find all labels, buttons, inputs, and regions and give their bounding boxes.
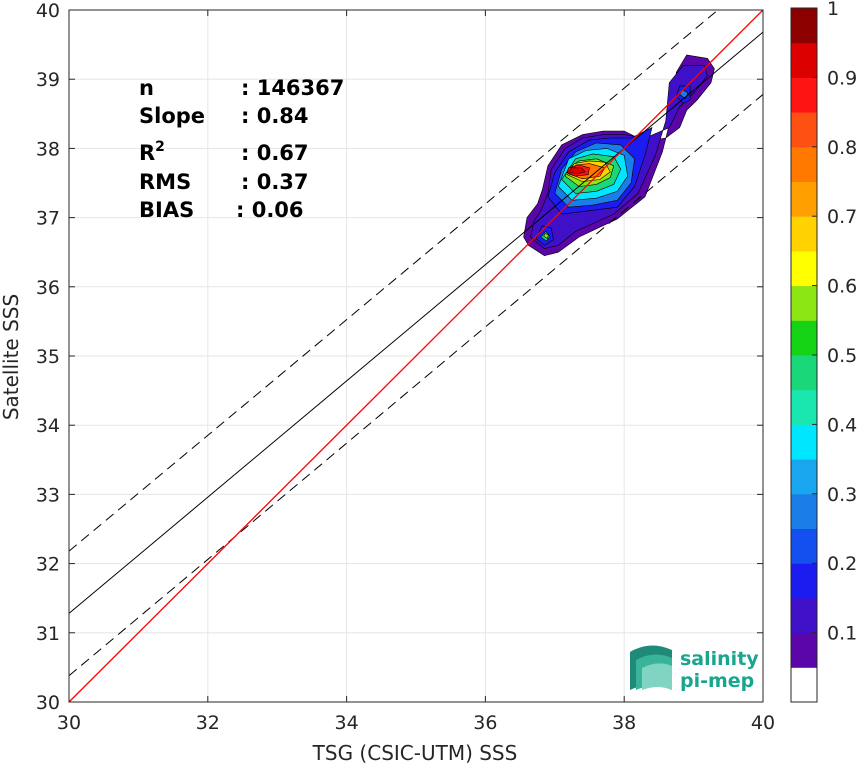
stat-value-n: : 146367 [241, 76, 344, 100]
stats-box: n : 146367 Slope : 0.84 R2 : 0.67 RMS : 0.37 BIA… [139, 76, 344, 222]
x-tick-label: 30 [57, 712, 81, 734]
y-tick-label: 33 [36, 484, 60, 506]
axis-ticks: 30 32 34 36 38 40 30 31 32 33 34 35 36 37 38 39 40 [36, 0, 775, 734]
x-tick-label: 40 [751, 712, 775, 734]
x-axis-label: TSG (CSIC-UTM) SSS [312, 741, 518, 765]
y-tick-label: 39 [36, 69, 60, 91]
colorbar-tick-label: 0.4 [827, 414, 857, 436]
colorbar-tick-label: 0.3 [827, 484, 857, 506]
stat-value-rms: : 0.37 [241, 170, 309, 194]
logo-waves-icon [630, 645, 672, 690]
colorbar-tick-label: 0.1 [827, 623, 857, 645]
colorbar-tick-label: 0.2 [827, 553, 857, 575]
density-contours [523, 54, 715, 257]
colorbar-swatch [791, 320, 817, 356]
logo-line2: pi-mep [680, 670, 754, 692]
stat-label-bias: BIAS [139, 198, 194, 222]
y-tick-label: 30 [36, 692, 60, 714]
y-tick-label: 31 [36, 623, 60, 645]
y-tick-label: 35 [36, 346, 60, 368]
colorbar-swatch [791, 459, 817, 495]
one-to-one-line [68, 9, 764, 703]
stat-label-rms: RMS [139, 170, 191, 194]
upper-envelope-line [68, 9, 719, 552]
colorbar-tick-label: 1 [827, 0, 839, 20]
x-tick-label: 32 [196, 712, 220, 734]
colorbar-swatch [791, 8, 817, 44]
colorbar-swatch [791, 216, 817, 252]
contour-band-0.93 [568, 167, 586, 175]
stat-value-bias: : 0.06 [236, 198, 304, 222]
colorbar-tick-label: 0.8 [827, 137, 857, 159]
stat-label-n: n [139, 76, 154, 100]
regression-line [68, 31, 764, 614]
colorbar-swatch [791, 42, 817, 78]
colorbar-swatch [791, 563, 817, 599]
y-tick-label: 32 [36, 554, 60, 576]
colorbar-swatch [791, 424, 817, 460]
y-tick-label: 40 [36, 0, 60, 22]
colorbar-swatch [791, 181, 817, 217]
y-tick-label: 36 [36, 277, 60, 299]
contour-band-0.55 [543, 233, 549, 239]
colorbar-swatch [791, 632, 817, 668]
colorbar-tick-label: 0.7 [827, 206, 857, 228]
y-axis-label: Satellite SSS [0, 294, 23, 420]
colorbar-swatch [791, 389, 817, 425]
colorbar-swatch [791, 250, 817, 287]
colorbar-swatch [791, 112, 817, 148]
y-tick-label: 34 [36, 415, 60, 437]
colorbar-tick-label: 0.9 [827, 67, 857, 89]
colorbar-swatch [791, 528, 817, 564]
colorbar: 0.1 0.2 0.3 0.4 0.5 0.6 0.7 0.8 0.9 1 [790, 0, 857, 703]
colorbar-swatch [791, 355, 817, 391]
stat-label-slope: Slope [139, 104, 205, 128]
x-tick-label: 34 [335, 712, 359, 734]
colorbar-swatch [791, 667, 817, 703]
colorbar-swatch [791, 285, 817, 321]
colorbar-tick-label: 0.6 [827, 276, 857, 298]
logo-line1: salinity [680, 648, 759, 670]
x-tick-label: 36 [473, 712, 497, 734]
reference-lines [68, 9, 764, 703]
colorbar-swatch [791, 493, 817, 529]
stat-value-slope: : 0.84 [241, 104, 309, 128]
lower-envelope-line [68, 94, 764, 677]
y-tick-label: 37 [36, 208, 60, 230]
y-tick-label: 38 [36, 138, 60, 160]
stat-value-r: : 0.67 [241, 141, 309, 165]
colorbar-swatch [791, 597, 817, 634]
colorbar-swatch [791, 77, 817, 113]
colorbar-swatch [791, 146, 817, 182]
colorbar-tick-label: 0.5 [827, 345, 857, 367]
stat-label-r: R2 [139, 139, 165, 165]
x-tick-label: 38 [612, 712, 636, 734]
salinity-pi-mep-logo: salinity pi-mep [630, 645, 759, 692]
